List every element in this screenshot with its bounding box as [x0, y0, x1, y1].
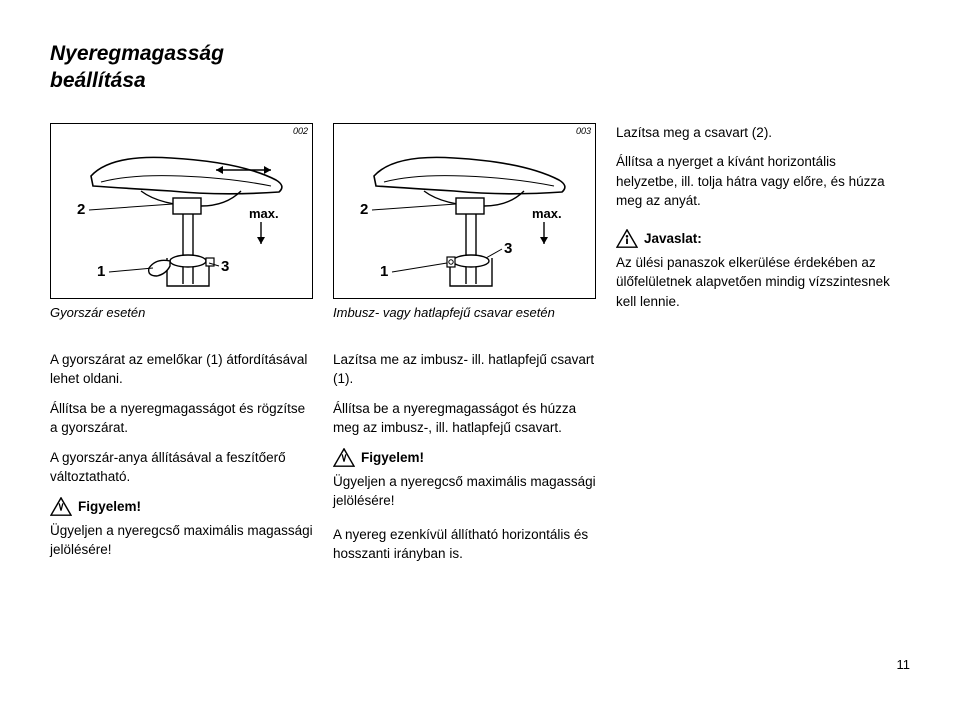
info-heading: Javaslat: — [616, 229, 896, 249]
fig1-label-1: 1 — [97, 263, 105, 280]
col2-warn-text: Ügyeljen a nyeregcső maximális magassági… — [333, 472, 596, 511]
figure-2-svg: max. 2 1 3 — [344, 136, 587, 296]
column-1: A gyorszárat az emelőkar (1) átfordításá… — [50, 350, 313, 575]
svg-text:max.: max. — [249, 206, 279, 221]
figure-2-wrap: 003 max. — [333, 123, 596, 322]
title-line2: beállítása — [50, 69, 146, 92]
column-3-spacer — [616, 350, 879, 575]
col3-info-text: Az ülési panaszok elkerülése érdekében a… — [616, 253, 896, 312]
col2-warn-label: Figyelem! — [361, 448, 424, 468]
figure-2: 003 max. — [333, 123, 596, 299]
column-2: Lazítsa me az imbusz- ill. hatlapfejű cs… — [333, 350, 596, 575]
warning-icon — [50, 497, 72, 517]
col1-warn-text: Ügyeljen a nyeregcső maximális magassági… — [50, 521, 313, 560]
page-number: 11 — [897, 657, 911, 672]
title-line1: Nyeregmagasság — [50, 42, 224, 65]
col1-warn-label: Figyelem! — [78, 497, 141, 517]
figure-1-wrap: 002 — [50, 123, 313, 322]
svg-text:max.: max. — [532, 206, 562, 221]
figure-1-caption: Gyorszár esetén — [50, 305, 313, 320]
figures-row: 002 — [50, 123, 910, 322]
col2-warn-heading: Figyelem! — [333, 448, 596, 468]
figure-2-number: 003 — [576, 126, 591, 136]
col2-p1: Lazítsa me az imbusz- ill. hatlapfejű cs… — [333, 350, 596, 389]
figure-1-svg: max. 2 1 3 — [61, 136, 304, 296]
col1-p1: A gyorszárat az emelőkar (1) átfordításá… — [50, 350, 313, 389]
fig1-label-3: 3 — [221, 258, 229, 275]
col1-warn-heading: Figyelem! — [50, 497, 313, 517]
fig2-label-2: 2 — [360, 201, 368, 218]
col1-p3: A gyorszár-anya állításával a feszítőerő… — [50, 448, 313, 487]
col3-p1: Lazítsa meg a csavart (2). — [616, 123, 896, 143]
col3-p2: Állítsa a nyerget a kívánt horizontális … — [616, 152, 896, 211]
fig1-label-2: 2 — [77, 201, 85, 218]
col2-p3: A nyereg ezenkívül állítható horizontáli… — [333, 525, 596, 564]
info-icon — [616, 229, 638, 249]
figure-1-number: 002 — [293, 126, 308, 136]
page-title: Nyeregmagasság beállítása — [50, 40, 910, 95]
figure-1: 002 — [50, 123, 313, 299]
column-3: Lazítsa meg a csavart (2). Állítsa a nye… — [616, 123, 896, 322]
figure-2-caption: Imbusz- vagy hatlapfejű csavar esetén — [333, 305, 596, 320]
warning-icon — [333, 448, 355, 468]
info-label: Javaslat: — [644, 229, 702, 249]
fig2-label-1: 1 — [380, 263, 388, 280]
fig2-label-3: 3 — [504, 240, 512, 257]
lower-columns: A gyorszárat az emelőkar (1) átfordításá… — [50, 350, 910, 575]
col2-p2: Állítsa be a nyeregmagasságot és húzza m… — [333, 399, 596, 438]
col1-p2: Állítsa be a nyeregmagasságot és rögzíts… — [50, 399, 313, 438]
